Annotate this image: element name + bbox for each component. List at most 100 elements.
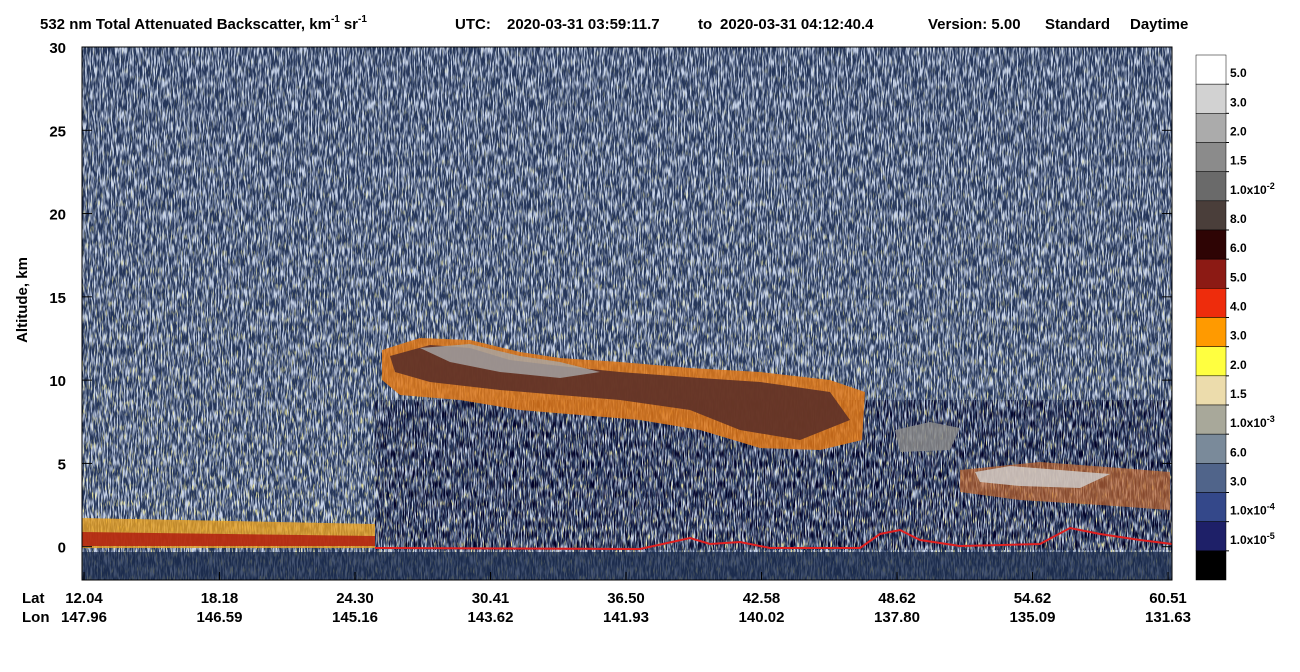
lat-label: 54.62 bbox=[1014, 590, 1052, 607]
lat-label: 18.18 bbox=[201, 590, 239, 607]
colorbar-label: 3.0 bbox=[1230, 95, 1247, 109]
colorbar-swatch bbox=[1195, 346, 1227, 377]
utc-end: 2020-03-31 04:12:40.4 bbox=[720, 16, 874, 33]
plot-frame bbox=[81, 46, 1173, 581]
colorbar-label-text: 2.0 bbox=[1230, 125, 1247, 139]
lon-label: 143.62 bbox=[468, 609, 514, 626]
title-sup: -1 bbox=[331, 14, 340, 25]
x-row-label: Lat bbox=[22, 590, 45, 607]
colorbar-label-exp: -3 bbox=[1267, 414, 1275, 424]
colorbar-label: 1.0x10-2 bbox=[1230, 181, 1275, 197]
colorbar-swatch bbox=[1195, 200, 1227, 231]
colorbar-swatch bbox=[1195, 433, 1227, 464]
lon-label: 140.02 bbox=[739, 609, 785, 626]
colorbar-label-text: 1.5 bbox=[1230, 387, 1247, 401]
colorbar-swatch bbox=[1195, 375, 1227, 406]
colorbar-label: 1.0x10-5 bbox=[1230, 531, 1275, 547]
lat-label: 30.41 bbox=[472, 590, 510, 607]
colorbar-swatch bbox=[1195, 317, 1227, 347]
colorbar-swatch bbox=[1195, 258, 1227, 289]
colorbar-swatch bbox=[1195, 142, 1227, 172]
y-tick-label: 20 bbox=[49, 207, 66, 224]
colorbar-swatch bbox=[1195, 521, 1227, 552]
colorbar-label-text: 6.0 bbox=[1230, 445, 1247, 459]
lon-label: 147.96 bbox=[61, 609, 107, 626]
colorbar-label-exp: -5 bbox=[1267, 531, 1275, 541]
lon-label: 135.09 bbox=[1010, 609, 1056, 626]
colorbar-label-exp: -4 bbox=[1267, 502, 1275, 512]
colorbar-label: 3.0 bbox=[1230, 329, 1247, 343]
colorbar-label: 1.0x10-4 bbox=[1230, 502, 1275, 518]
colorbar-swatch bbox=[1195, 171, 1227, 202]
colorbar-swatch bbox=[1195, 288, 1227, 318]
colorbar-label-text: 3.0 bbox=[1230, 329, 1247, 343]
colorbar-label-text: 5.0 bbox=[1230, 270, 1247, 284]
colorbar-label-text: 1.0x10 bbox=[1230, 416, 1267, 430]
colorbar-label: 4.0 bbox=[1230, 300, 1247, 314]
x-row-label: Lon bbox=[22, 609, 50, 626]
colorbar-swatch bbox=[1195, 492, 1227, 522]
aerosol-layer bbox=[82, 532, 375, 546]
utc-to: to bbox=[698, 16, 712, 33]
lat-label: 48.62 bbox=[878, 590, 916, 607]
lat-label: 42.58 bbox=[743, 590, 781, 607]
colorbar-swatch bbox=[1195, 54, 1227, 85]
colorbar-label: 6.0 bbox=[1230, 241, 1247, 255]
colorbar-label: 2.0 bbox=[1230, 358, 1247, 372]
chart-title: 532 nm Total Attenuated Backscatter, km-… bbox=[40, 14, 367, 33]
colorbar-swatch bbox=[1195, 229, 1227, 260]
colorbar-label: 6.0 bbox=[1230, 445, 1247, 459]
colorbar-swatch bbox=[1195, 404, 1227, 435]
lat-label: 12.04 bbox=[65, 590, 103, 607]
colorbar-label-text: 6.0 bbox=[1230, 241, 1247, 255]
colorbar-label: 5.0 bbox=[1230, 66, 1247, 80]
colorbar-label-text: 5.0 bbox=[1230, 66, 1247, 80]
colorbar-label: 1.5 bbox=[1230, 154, 1247, 168]
colorbar-swatch bbox=[1195, 113, 1227, 143]
lon-label: 141.93 bbox=[603, 609, 649, 626]
colorbar-label-text: 3.0 bbox=[1230, 475, 1247, 489]
surface-line bbox=[374, 526, 1172, 551]
colorbar-label: 1.5 bbox=[1230, 387, 1247, 401]
version: Daytime bbox=[1130, 16, 1188, 33]
y-tick-label: 30 bbox=[49, 40, 66, 57]
y-tick-label: 0 bbox=[58, 540, 66, 557]
lat-label: 24.30 bbox=[336, 590, 374, 607]
colorbar-label: 8.0 bbox=[1230, 212, 1247, 226]
colorbar-swatch bbox=[1195, 83, 1227, 114]
y-axis-label: Altitude, km bbox=[14, 257, 31, 343]
colorbar-label: 3.0 bbox=[1230, 475, 1247, 489]
colorbar-label-exp: -2 bbox=[1267, 181, 1275, 191]
colorbar-label-text: 2.0 bbox=[1230, 358, 1247, 372]
colorbar-label-text: 1.0x10 bbox=[1230, 183, 1267, 197]
cloud bbox=[895, 422, 960, 452]
y-tick-label: 10 bbox=[49, 373, 66, 390]
lon-label: 146.59 bbox=[197, 609, 243, 626]
title-text: sr bbox=[344, 16, 358, 33]
colorbar-label-text: 3.0 bbox=[1230, 95, 1247, 109]
colorbar-swatch bbox=[1195, 550, 1227, 581]
utc-start: 2020-03-31 03:59:11.7 bbox=[507, 16, 660, 33]
y-tick-label: 25 bbox=[49, 123, 66, 140]
title-sup: -1 bbox=[358, 14, 367, 25]
version: Standard bbox=[1045, 16, 1110, 33]
colorbar-label: 2.0 bbox=[1230, 125, 1247, 139]
title-text: 532 nm Total Attenuated Backscatter, km bbox=[40, 16, 331, 33]
cloud bbox=[975, 466, 1110, 488]
lat-label: 60.51 bbox=[1149, 590, 1187, 607]
y-tick-label: 5 bbox=[58, 456, 66, 473]
version: Version: 5.00 bbox=[928, 16, 1021, 33]
colorbar-label: 1.0x10-3 bbox=[1230, 414, 1275, 430]
colorbar-label-text: 8.0 bbox=[1230, 212, 1247, 226]
utc-label: UTC: bbox=[455, 16, 491, 33]
y-tick-label: 15 bbox=[49, 290, 66, 307]
colorbar-label-text: 4.0 bbox=[1230, 300, 1247, 314]
lon-label: 137.80 bbox=[874, 609, 920, 626]
colorbar-label: 5.0 bbox=[1230, 270, 1247, 284]
colorbar-swatch bbox=[1195, 463, 1227, 493]
lon-label: 145.16 bbox=[332, 609, 378, 626]
colorbar-label-text: 1.0x10 bbox=[1230, 504, 1267, 518]
